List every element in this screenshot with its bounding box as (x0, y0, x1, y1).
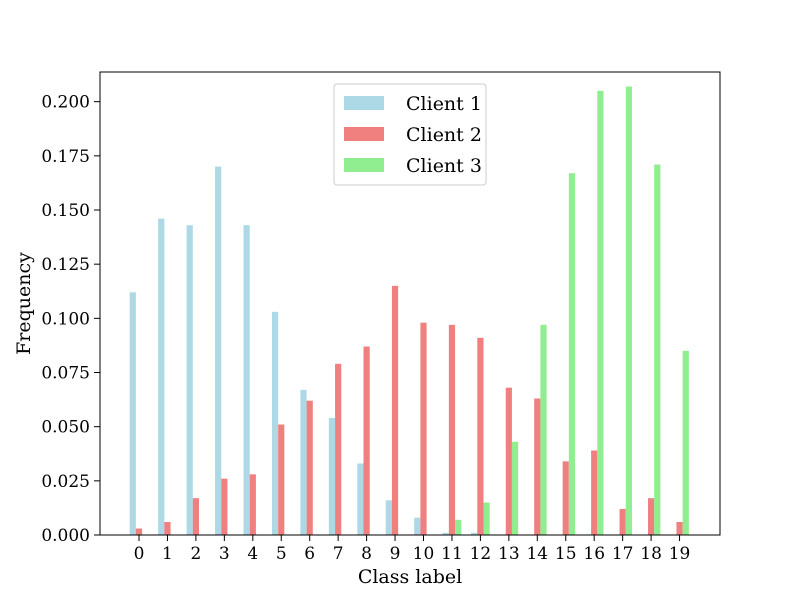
bar-series3-class-15 (568, 173, 576, 535)
x-tick-label: 18 (640, 544, 662, 564)
bar-series1-class-7 (328, 418, 336, 535)
bar-series1-class-10 (414, 517, 421, 535)
bar-series3-class-17 (625, 86, 632, 536)
bars-group (129, 86, 689, 536)
legend: Client 1 Client 2 Client 3 (333, 83, 487, 186)
x-tick-label: 4 (247, 544, 258, 564)
legend-label-series3: Client 3 (406, 155, 482, 177)
legend-label-series2: Client 2 (406, 124, 482, 146)
bar-series1-class-4 (243, 225, 250, 535)
y-tick-label: 0.025 (41, 472, 90, 492)
x-axis-label: Class label (358, 566, 462, 588)
y-tick-label: 0.075 (41, 364, 90, 384)
bar-series2-class-5 (278, 424, 285, 535)
x-tick-label: 6 (304, 544, 315, 564)
plot-area-frame (99, 71, 721, 536)
x-tick-label: 10 (413, 544, 435, 564)
y-tick-label: 0.175 (41, 147, 90, 167)
bar-series2-class-10 (420, 322, 427, 535)
x-tick-label: 5 (276, 544, 287, 564)
bar-series2-class-9 (391, 285, 399, 535)
bar-series2-class-11 (448, 324, 456, 535)
bar-series1-class-11 (442, 532, 449, 535)
bar-series3-class-16 (597, 90, 604, 535)
y-axis: 0.000 0.025 0.050 0.075 0.100 0.125 0.150 0.175… (41, 93, 100, 546)
x-tick-label: 1 (162, 544, 173, 564)
bar-series1-class-0 (129, 292, 136, 535)
bar-series1-class-1 (158, 218, 165, 535)
x-tick-label: 3 (219, 544, 230, 564)
y-tick-label: 0.200 (41, 93, 90, 113)
x-axis: 0 1 2 3 4 5 6 7 8 9 10 11 12 13 14 15 16 17 18 19 (134, 535, 691, 564)
x-tick-label: 2 (190, 544, 201, 564)
bar-series2-class-0 (135, 528, 143, 535)
legend-swatch-series3 (344, 158, 384, 172)
x-tick-label: 15 (555, 544, 577, 564)
bar-series3-class-18 (654, 164, 661, 535)
bar-series3-class-13 (511, 441, 519, 535)
bar-series2-class-4 (249, 474, 256, 535)
x-tick-label: 12 (470, 544, 492, 564)
x-tick-label: 14 (526, 544, 548, 564)
x-tick-label: 8 (361, 544, 372, 564)
x-tick-label: 19 (669, 544, 691, 564)
y-tick-label: 0.125 (41, 255, 90, 275)
x-tick-label: 11 (441, 544, 463, 564)
bar-series1-class-9 (385, 500, 392, 535)
bar-series3-class-14 (540, 324, 547, 535)
y-tick-label: 0.050 (41, 418, 90, 438)
bar-series1-class-5 (271, 311, 279, 535)
bar-series2-class-16 (591, 450, 598, 535)
bar-series1-class-2 (186, 225, 193, 535)
bar-series2-class-12 (477, 337, 484, 535)
x-tick-label: 16 (583, 544, 605, 564)
bar-series3-class-19 (682, 350, 689, 535)
y-tick-label: 0.100 (41, 309, 90, 329)
bar-series1-class-3 (215, 166, 222, 535)
x-tick-label: 0 (134, 544, 145, 564)
x-tick-label: 13 (498, 544, 520, 564)
bar-series2-class-8 (363, 346, 370, 535)
x-tick-label: 17 (612, 544, 634, 564)
bar-series2-class-2 (192, 498, 199, 535)
bar-series2-class-3 (221, 478, 228, 535)
bar-series2-class-6 (306, 400, 313, 535)
bar-series2-class-7 (335, 363, 342, 535)
legend-label-series1: Client 1 (406, 93, 482, 115)
bar-series2-class-15 (562, 461, 569, 535)
bar-series3-class-12 (483, 502, 490, 535)
bar-series2-class-18 (648, 498, 655, 535)
x-tick-label: 9 (390, 544, 401, 564)
legend-swatch-series2 (344, 127, 384, 141)
y-axis-label: Frequency (13, 252, 35, 355)
bar-series2-class-19 (676, 522, 683, 535)
bar-series1-class-6 (300, 389, 307, 535)
bar-series1-class-12 (471, 532, 478, 535)
legend-swatch-series1 (344, 96, 384, 110)
bar-series1-class-8 (357, 463, 364, 535)
y-tick-label: 0.150 (41, 201, 90, 221)
bar-series2-class-17 (619, 509, 626, 535)
bar-series2-class-13 (505, 387, 512, 535)
bar-series3-class-11 (455, 519, 462, 535)
bar-series2-class-1 (164, 522, 171, 535)
x-tick-label: 7 (333, 544, 344, 564)
bar-series2-class-14 (534, 398, 541, 535)
y-tick-label: 0.000 (41, 526, 90, 546)
